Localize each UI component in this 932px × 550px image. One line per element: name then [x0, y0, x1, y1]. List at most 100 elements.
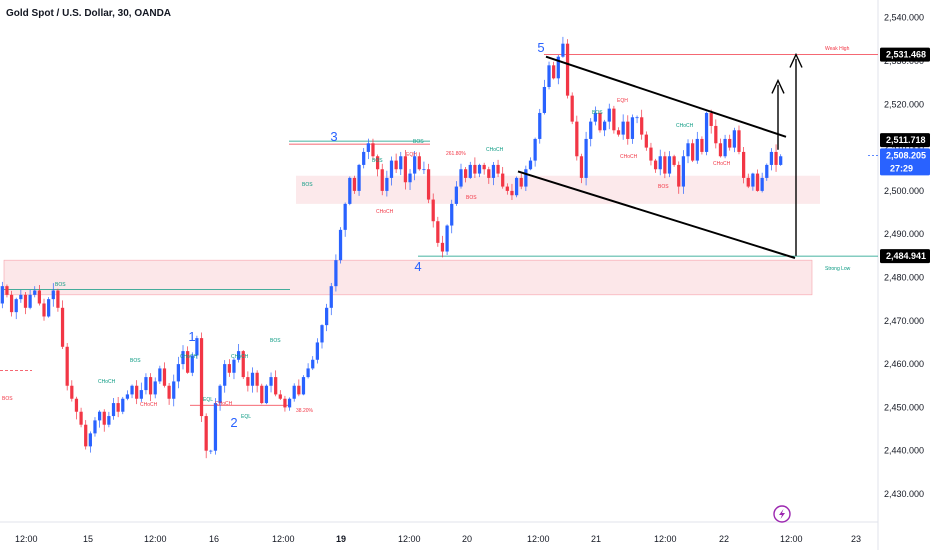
- candle-body: [329, 286, 333, 308]
- candle-body: [218, 385, 222, 404]
- price-tag-current-bg: [880, 148, 930, 176]
- candle-body: [121, 398, 125, 412]
- candle-body: [607, 108, 611, 122]
- price-tag-upper-bg: [880, 133, 930, 148]
- candle-body: [47, 299, 51, 317]
- candle-body: [65, 346, 69, 386]
- candle-body: [111, 403, 116, 417]
- price-tag-strong-low-bg: [880, 249, 930, 264]
- x-tick-label: 19: [336, 534, 346, 544]
- candle-body: [408, 173, 412, 183]
- structure-label: BOS: [130, 358, 141, 364]
- time-axis[interactable]: 12:00 15 12:00 16 12:00 19 12:00 20 12:00 21 12:00…: [15, 534, 861, 544]
- candle-body: [102, 411, 106, 425]
- candle-body: [70, 385, 74, 399]
- candle-body: [153, 381, 157, 395]
- y-tick-label: 2,450.000: [884, 402, 924, 412]
- channel-upper-line: [545, 55, 787, 138]
- candle-body: [399, 156, 403, 170]
- structure-label: CHoCH: [713, 161, 731, 167]
- candle-body: [264, 385, 269, 404]
- candle-body: [612, 108, 616, 131]
- candle-body: [473, 164, 477, 174]
- structure-label: CHoCH: [620, 154, 638, 160]
- structure-label: BOS: [658, 184, 669, 190]
- candle-body: [464, 169, 468, 178]
- candle-body: [325, 307, 329, 326]
- candle-body: [621, 121, 625, 135]
- candle-body: [366, 143, 370, 152]
- candle-body: [116, 403, 120, 412]
- candle-body: [589, 121, 593, 139]
- candle-body: [227, 364, 231, 373]
- candle-body: [431, 199, 435, 222]
- x-tick-label: 23: [851, 534, 861, 544]
- candle-body: [375, 156, 380, 170]
- candle-body: [287, 398, 292, 408]
- candle-body: [125, 394, 130, 399]
- candle-body: [728, 138, 732, 148]
- candle-body: [468, 164, 472, 178]
- strong-low-label: Strong Low: [825, 266, 851, 272]
- lightning-icon[interactable]: [773, 505, 791, 523]
- y-tick-label: 2,480.000: [884, 273, 924, 283]
- candle-body: [658, 156, 662, 170]
- x-tick-label: 16: [209, 534, 219, 544]
- candle-body: [301, 377, 306, 395]
- x-tick-label: 12:00: [272, 534, 295, 544]
- candle-body: [524, 169, 528, 187]
- candle-body: [37, 290, 42, 304]
- x-tick-label: 12:00: [654, 534, 677, 544]
- x-tick-label: 12:00: [144, 534, 167, 544]
- candle-body: [542, 86, 547, 113]
- supply-demand-zones: [3, 175, 820, 296]
- candle-body: [9, 294, 14, 313]
- candle-body: [450, 203, 454, 226]
- candle-body: [491, 164, 496, 178]
- bos-label: BOS: [413, 139, 424, 145]
- candle-body: [23, 294, 28, 308]
- candle-body: [575, 121, 579, 157]
- candle-body: [413, 156, 417, 174]
- price-tag-weak-high: 2,531.468: [886, 50, 926, 60]
- candle-body: [181, 351, 185, 365]
- candle-body: [487, 169, 491, 178]
- candle-body: [681, 156, 686, 187]
- candle-body: [538, 112, 542, 139]
- candle-body: [700, 138, 704, 152]
- structure-label: CHoCH: [140, 402, 158, 408]
- structure-label: EQL: [203, 397, 213, 403]
- candle-body: [306, 368, 310, 378]
- y-tick-label: 2,510.000: [884, 143, 924, 153]
- candle-body: [501, 173, 505, 187]
- y-tick-label: 2,490.000: [884, 229, 924, 239]
- x-tick-label: 20: [462, 534, 472, 544]
- structure-label: EQL: [241, 414, 251, 420]
- x-tick-label: 12:00: [15, 534, 38, 544]
- candle-body: [56, 290, 60, 308]
- candle-body: [292, 385, 296, 399]
- candle-body: [769, 151, 774, 165]
- structure-label: CHoCH: [215, 401, 233, 407]
- level-lines: [0, 54, 878, 406]
- candle-body: [579, 156, 584, 178]
- candle-body: [695, 138, 699, 161]
- candle-body: [514, 177, 519, 196]
- candle-body: [547, 65, 551, 87]
- candle-body: [667, 156, 672, 174]
- candle-body: [371, 143, 375, 157]
- target-arrow-2-head: [771, 78, 785, 94]
- candle-body: [422, 169, 426, 171]
- candle-body: [417, 156, 421, 170]
- weak-high-label: Weak High: [825, 46, 850, 52]
- candle-body: [283, 398, 287, 408]
- candle-body: [765, 164, 769, 178]
- candle-body: [51, 290, 55, 300]
- price-tags: 2,531.468 2,511.718 2,484.941 2,508.205 27:2…: [880, 47, 930, 264]
- candle-body: [779, 156, 783, 165]
- candle-body: [385, 177, 389, 191]
- candle-body: [172, 381, 176, 399]
- candle-body: [482, 164, 486, 170]
- candle-body: [209, 450, 213, 452]
